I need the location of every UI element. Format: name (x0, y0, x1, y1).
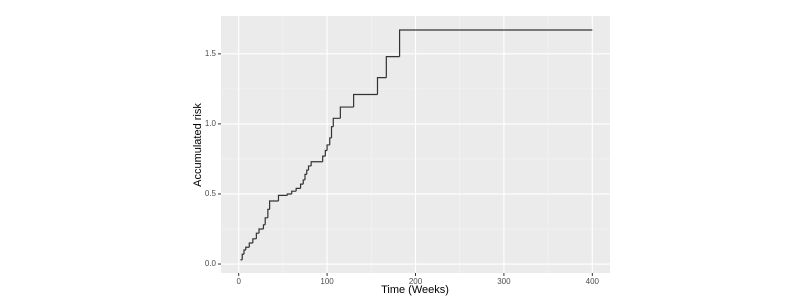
step (326, 144, 330, 151)
step (353, 93, 378, 108)
step (258, 228, 264, 234)
step (332, 117, 341, 127)
step (376, 77, 387, 95)
step (264, 217, 268, 225)
y-tick-label: 1.0 (205, 119, 217, 128)
step (245, 246, 250, 251)
x-axis-title: Time (Weeks) (381, 284, 449, 296)
step (322, 155, 326, 162)
step (385, 56, 400, 78)
step (306, 169, 309, 175)
x-tick-label: 300 (497, 277, 511, 286)
step (299, 183, 304, 189)
step (269, 200, 279, 210)
y-tick-label: 0.0 (205, 259, 217, 268)
step (398, 29, 593, 57)
step (248, 242, 253, 248)
x-tick-label: 400 (586, 277, 600, 286)
x-tick-label: 100 (320, 277, 334, 286)
step (295, 187, 301, 192)
step (307, 165, 312, 171)
x-tick-label: 0 (236, 277, 241, 286)
step (329, 137, 332, 145)
y-tick-label: 1.5 (205, 49, 217, 58)
step (255, 232, 260, 239)
step (243, 249, 246, 255)
step (291, 190, 297, 194)
step (286, 193, 292, 196)
step (304, 173, 307, 180)
step (339, 106, 354, 119)
y-axis-title: Accumulated risk (192, 103, 204, 187)
step (267, 208, 270, 218)
step (252, 238, 257, 244)
y-tick-label: 0.5 (205, 189, 217, 198)
step (262, 224, 266, 229)
step (277, 194, 288, 201)
x-tick-label: 200 (409, 277, 423, 286)
step (324, 149, 328, 157)
step (310, 161, 323, 166)
